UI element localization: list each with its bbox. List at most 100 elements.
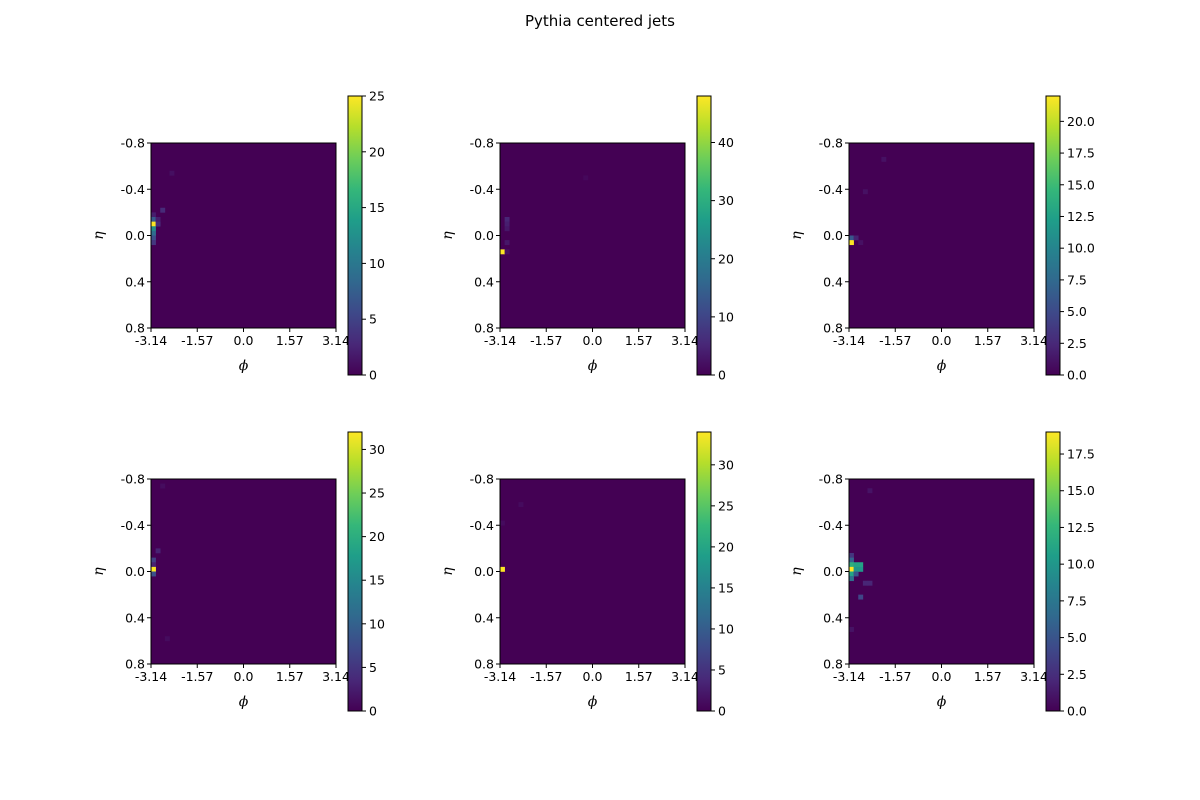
y-tick-label: -0.8 — [819, 472, 843, 487]
heatmap-cell — [151, 562, 156, 568]
x-axis-label: ϕ — [588, 358, 598, 374]
x-tick-label: 0.0 — [583, 669, 603, 684]
x-tick-label: 0.0 — [234, 333, 254, 348]
heatmap-cell — [160, 207, 166, 213]
heatmap-panel-1: -3.14 -1.57 0.0 1.57 3.14 -0.8 -0.4 0.0 0.4 0.8 ϕ η… — [91, 89, 385, 383]
x-tick-label: 3.14 — [671, 669, 699, 684]
heatmap-cell — [504, 226, 510, 232]
colorbar-tick-label: 0 — [718, 368, 726, 383]
colorbar-tick-label: 5 — [369, 660, 377, 675]
x-tick-label: 1.57 — [276, 669, 304, 684]
x-tick-label: -3.14 — [484, 333, 516, 348]
y-tick-label: -0.8 — [121, 472, 145, 487]
heatmap-cell — [867, 488, 873, 494]
colorbar-tick-label: 15.0 — [1067, 483, 1095, 498]
y-axis-label: η — [440, 231, 456, 240]
colorbar — [347, 95, 363, 376]
colorbar-tick-label: 30 — [718, 457, 734, 472]
heatmap-cell — [151, 230, 156, 236]
heatmap-background — [849, 143, 1034, 328]
y-tick-label: -0.4 — [121, 182, 145, 197]
y-tick-label: 0.8 — [823, 321, 843, 336]
heatmap-panel-4: -3.14 -1.57 0.0 1.57 3.14 -0.8 -0.4 0.0 0.4 0.8 ϕ η… — [91, 431, 385, 719]
colorbar-tick-label: 20 — [369, 529, 385, 544]
heatmap-cell — [151, 226, 156, 232]
y-axis-label: η — [440, 567, 456, 576]
y-tick-label: -0.8 — [819, 136, 843, 151]
y-tick-label: 0.0 — [474, 228, 494, 243]
heatmap-cell — [155, 221, 161, 227]
heatmap-cell — [849, 553, 854, 558]
colorbar-tick-label: 5.0 — [1067, 304, 1087, 319]
y-tick-label: 0.4 — [474, 274, 494, 289]
colorbar-tick-label: 10.0 — [1067, 241, 1095, 256]
x-tick-label: 0.0 — [583, 333, 603, 348]
heatmap-cell — [151, 235, 156, 241]
y-tick-label: 0.4 — [125, 274, 145, 289]
heatmap-cell — [155, 217, 161, 222]
heatmap-cell — [500, 566, 505, 572]
colorbar-tick-label: 40 — [718, 135, 734, 150]
y-tick-label: 0.4 — [474, 610, 494, 625]
heatmap-cell — [160, 483, 166, 489]
heatmap-background — [151, 143, 336, 328]
colorbar-tick-label: 15 — [369, 573, 385, 588]
heatmap-cell — [151, 217, 156, 222]
heatmap-cell — [164, 636, 170, 642]
heatmap-cell — [151, 557, 156, 563]
heatmap-cell — [867, 580, 873, 586]
colorbar-tick-label: 25 — [369, 89, 385, 104]
colorbar-tick-label: 20 — [718, 539, 734, 554]
heatmap-cell — [583, 175, 589, 181]
x-tick-label: 1.57 — [974, 669, 1002, 684]
heatmap-cell — [858, 562, 864, 568]
x-tick-label: -3.14 — [833, 333, 865, 348]
x-tick-label: -1.57 — [181, 333, 213, 348]
heatmap-panel-3: -3.14 -1.57 0.0 1.57 3.14 -0.8 -0.4 0.0 0.4 0.8 ϕ η… — [789, 95, 1095, 383]
heatmap-cell — [504, 249, 510, 255]
y-tick-label: 0.4 — [823, 274, 843, 289]
x-tick-label: 1.57 — [625, 669, 653, 684]
heatmap-cell — [151, 571, 156, 577]
x-tick-label: -1.57 — [530, 333, 562, 348]
y-tick-label: -0.4 — [470, 182, 494, 197]
colorbar-tick-label: 20 — [718, 251, 734, 266]
figure-title: Pythia centered jets — [525, 12, 675, 30]
y-tick-label: 0.4 — [125, 610, 145, 625]
colorbar-tick-label: 15 — [369, 200, 385, 215]
colorbar-tick-label: 20.0 — [1067, 114, 1095, 129]
y-tick-label: 0.4 — [823, 610, 843, 625]
x-tick-label: 3.14 — [322, 669, 350, 684]
colorbar-tick-label: 10 — [369, 616, 385, 631]
x-tick-label: -3.14 — [135, 333, 167, 348]
heatmap-cell — [849, 557, 854, 563]
colorbar-tick-label: 10 — [718, 621, 734, 636]
heatmap-cell — [151, 221, 156, 227]
heatmap-cell — [849, 627, 854, 632]
colorbar-tick-label: 0.0 — [1067, 704, 1087, 719]
heatmap-cell — [849, 566, 854, 572]
heatmap-cell — [853, 566, 859, 572]
y-tick-label: -0.8 — [470, 472, 494, 487]
colorbar-tick-label: 7.5 — [1067, 593, 1087, 608]
y-tick-label: 0.8 — [474, 657, 494, 672]
colorbar-tick-label: 10.0 — [1067, 557, 1095, 572]
y-tick-label: 0.0 — [823, 228, 843, 243]
y-tick-label: 0.0 — [125, 564, 145, 579]
heatmap-cell — [151, 566, 156, 572]
x-axis-label: ϕ — [937, 358, 947, 374]
heatmap-cell — [858, 594, 864, 600]
heatmap-cell — [504, 221, 510, 227]
y-tick-label: 0.0 — [823, 564, 843, 579]
x-axis-label: ϕ — [239, 694, 249, 710]
colorbar-tick-label: 10 — [718, 309, 734, 324]
x-tick-label: 1.57 — [974, 333, 1002, 348]
colorbar-tick-label: 0 — [369, 368, 377, 383]
heatmap-cell — [504, 217, 510, 222]
colorbar-tick-label: 2.5 — [1067, 667, 1087, 682]
y-tick-label: 0.0 — [125, 228, 145, 243]
heatmap-cell — [504, 240, 510, 246]
heatmap-cell — [858, 240, 864, 246]
colorbar-tick-label: 15 — [718, 580, 734, 595]
